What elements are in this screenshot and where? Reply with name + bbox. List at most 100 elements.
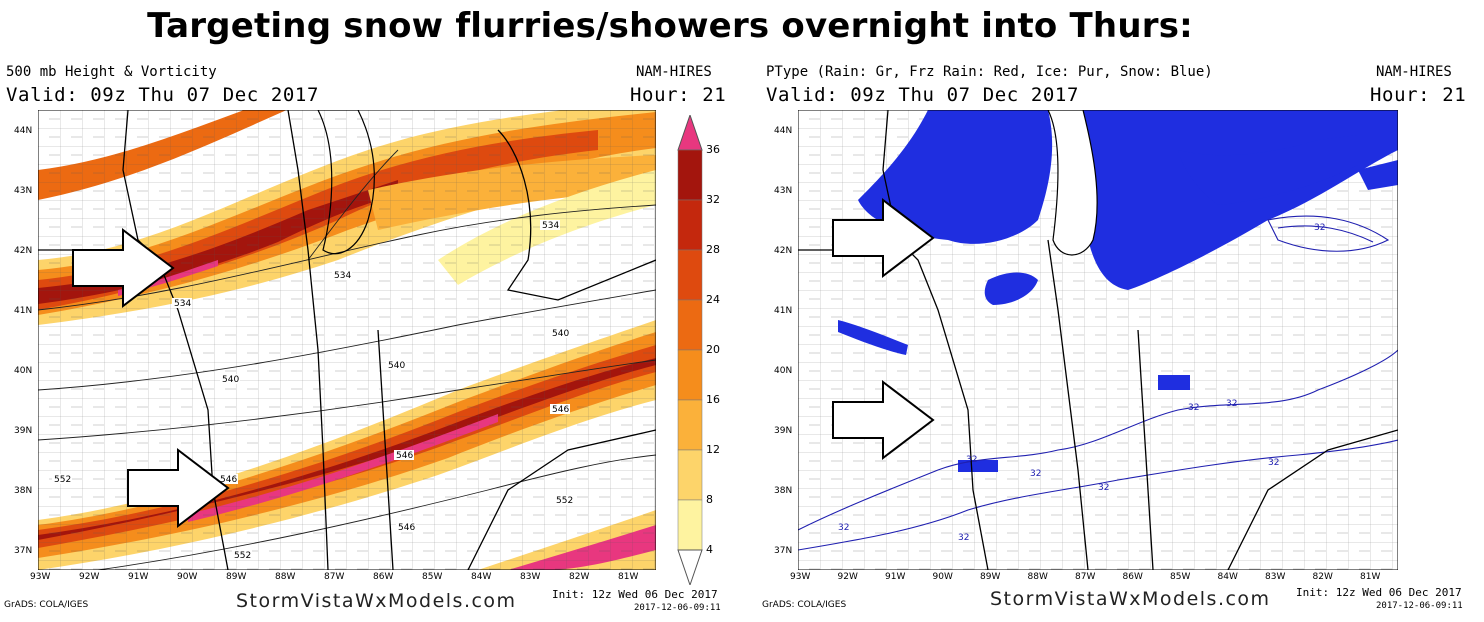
freezing-contour-label: 32	[1268, 458, 1279, 468]
colorbar-tick-label: 4	[706, 543, 713, 556]
latitude-label: 42N	[14, 246, 33, 256]
colorbar-band	[677, 499, 703, 551]
longitude-label: 82W	[1312, 572, 1333, 582]
ptype-valid-time: Valid: 09z Thu 07 Dec 2017	[766, 84, 1080, 106]
contour-label-bg	[220, 374, 240, 384]
contour-label-bg	[540, 220, 560, 230]
longitude-label: 81W	[1360, 572, 1381, 582]
arrow-south	[832, 379, 935, 461]
headline: Targeting snow flurries/showers overnigh…	[147, 6, 1193, 46]
state-borders-right	[798, 110, 1398, 570]
colorbar-tick-label: 28	[706, 243, 720, 256]
vorticity-title: 500 mb Height & Vorticity	[6, 64, 217, 80]
latitude-label: 44N	[774, 126, 793, 136]
contour-label-bg	[52, 474, 72, 484]
colorbar-tick-label: 12	[706, 443, 720, 456]
arrow-south	[127, 447, 230, 529]
longitude-label: 91W	[885, 572, 906, 582]
latitude-label: 37N	[774, 546, 793, 556]
longitude-label: 93W	[790, 572, 811, 582]
contour-label-bg	[554, 495, 574, 505]
latitude-label: 39N	[14, 426, 33, 436]
freezing-contour-label: 32	[1098, 483, 1109, 493]
longitude-label: 83W	[520, 572, 541, 582]
contour-label: 534	[334, 271, 351, 281]
freezing-contour-label: 32	[1188, 403, 1199, 413]
longitude-label: 83W	[1265, 572, 1286, 582]
longitude-label: 91W	[128, 572, 149, 582]
colorbar-band	[677, 199, 703, 251]
lake-michigan	[1047, 110, 1098, 256]
contour-label: 540	[552, 329, 569, 339]
contour-label-bg	[232, 550, 252, 560]
contour-label: 540	[222, 375, 239, 385]
freezing-contour	[798, 215, 1398, 551]
contour-label: 534	[542, 221, 559, 231]
longitude-label: 87W	[1075, 572, 1096, 582]
colorbar-band	[677, 299, 703, 351]
freezing-contour-label: 32	[1314, 223, 1325, 233]
colorbar-tick-label: 24	[706, 293, 720, 306]
lake-michigan-outline	[317, 110, 375, 255]
contour-label-bg	[550, 404, 570, 414]
run-timestamp: 2017-12-06-09:11	[634, 603, 721, 613]
longitude-label: 86W	[373, 572, 394, 582]
longitude-label: 92W	[837, 572, 858, 582]
colorbar-band	[677, 149, 703, 201]
latitude-label: 38N	[774, 486, 793, 496]
contour-label: 540	[388, 361, 405, 371]
ptype-map: 32 32 32 32 32 32 32 32 32	[798, 110, 1398, 570]
init-time: Init: 12z Wed 06 Dec 2017	[1296, 586, 1462, 599]
latitude-label: 44N	[14, 126, 33, 136]
latitude-label: 40N	[14, 366, 33, 376]
snow-areas	[838, 110, 1398, 472]
ptype-model: NAM-HIRES	[1376, 64, 1452, 80]
longitude-label: 84W	[1217, 572, 1238, 582]
colorbar-tick-label: 16	[706, 393, 720, 406]
vorticity-valid-time: Valid: 09z Thu 07 Dec 2017	[6, 84, 320, 106]
contour-label: 546	[220, 475, 237, 485]
vorticity-panel: 500 mb Height & Vorticity NAM-HIRES Vali…	[0, 60, 742, 620]
grads-credit: GrADS: COLA/IGES	[762, 600, 847, 610]
ptype-title: PType (Rain: Gr, Frz Rain: Red, Ice: Pur…	[766, 64, 1213, 80]
longitude-label: 92W	[79, 572, 100, 582]
longitude-label: 88W	[275, 572, 296, 582]
freezing-contour-label: 32	[966, 455, 977, 465]
latitude-label: 41N	[14, 306, 33, 316]
arrow-north	[72, 227, 175, 309]
freezing-contour-label: 32	[1030, 469, 1041, 479]
colorbar-band	[677, 449, 703, 501]
colorbar-max-cap	[677, 115, 703, 151]
colorbar-tick-label: 20	[706, 343, 720, 356]
colorbar-band	[677, 399, 703, 451]
contour-label-bg	[386, 360, 406, 370]
colorbar-band	[677, 349, 703, 401]
longitude-label: 85W	[1170, 572, 1191, 582]
contour-label-bg	[172, 298, 192, 308]
colorbar-min-cap	[677, 549, 703, 585]
ptype-panel: PType (Rain: Gr, Frz Rain: Red, Ice: Pur…	[758, 60, 1484, 620]
longitude-label: 86W	[1122, 572, 1143, 582]
latitude-label: 38N	[14, 486, 33, 496]
freezing-contour-label: 32	[838, 523, 849, 533]
brand-watermark: StormVistaWxModels.com	[236, 590, 517, 612]
latitude-label: 42N	[774, 246, 793, 256]
contour-label-bg	[550, 328, 570, 338]
longitude-label: 89W	[226, 572, 247, 582]
contour-label: 552	[556, 496, 573, 506]
contour-label: 552	[54, 475, 71, 485]
colorbar-tick-label: 8	[706, 493, 713, 506]
longitude-label: 81W	[618, 572, 639, 582]
longitude-label: 82W	[569, 572, 590, 582]
latitude-label: 37N	[14, 546, 33, 556]
arrow-north	[832, 197, 935, 279]
contour-label-bg	[394, 450, 414, 460]
ptype-forecast-hour: Hour: 21	[1370, 84, 1467, 106]
init-time: Init: 12z Wed 06 Dec 2017	[552, 588, 718, 601]
vorticity-model: NAM-HIRES	[636, 64, 712, 80]
vorticity-colorbar	[677, 115, 703, 585]
latitude-label: 40N	[774, 366, 793, 376]
contour-label-bg	[396, 522, 416, 532]
longitude-label: 88W	[1027, 572, 1048, 582]
contour-label-bg	[218, 474, 238, 484]
